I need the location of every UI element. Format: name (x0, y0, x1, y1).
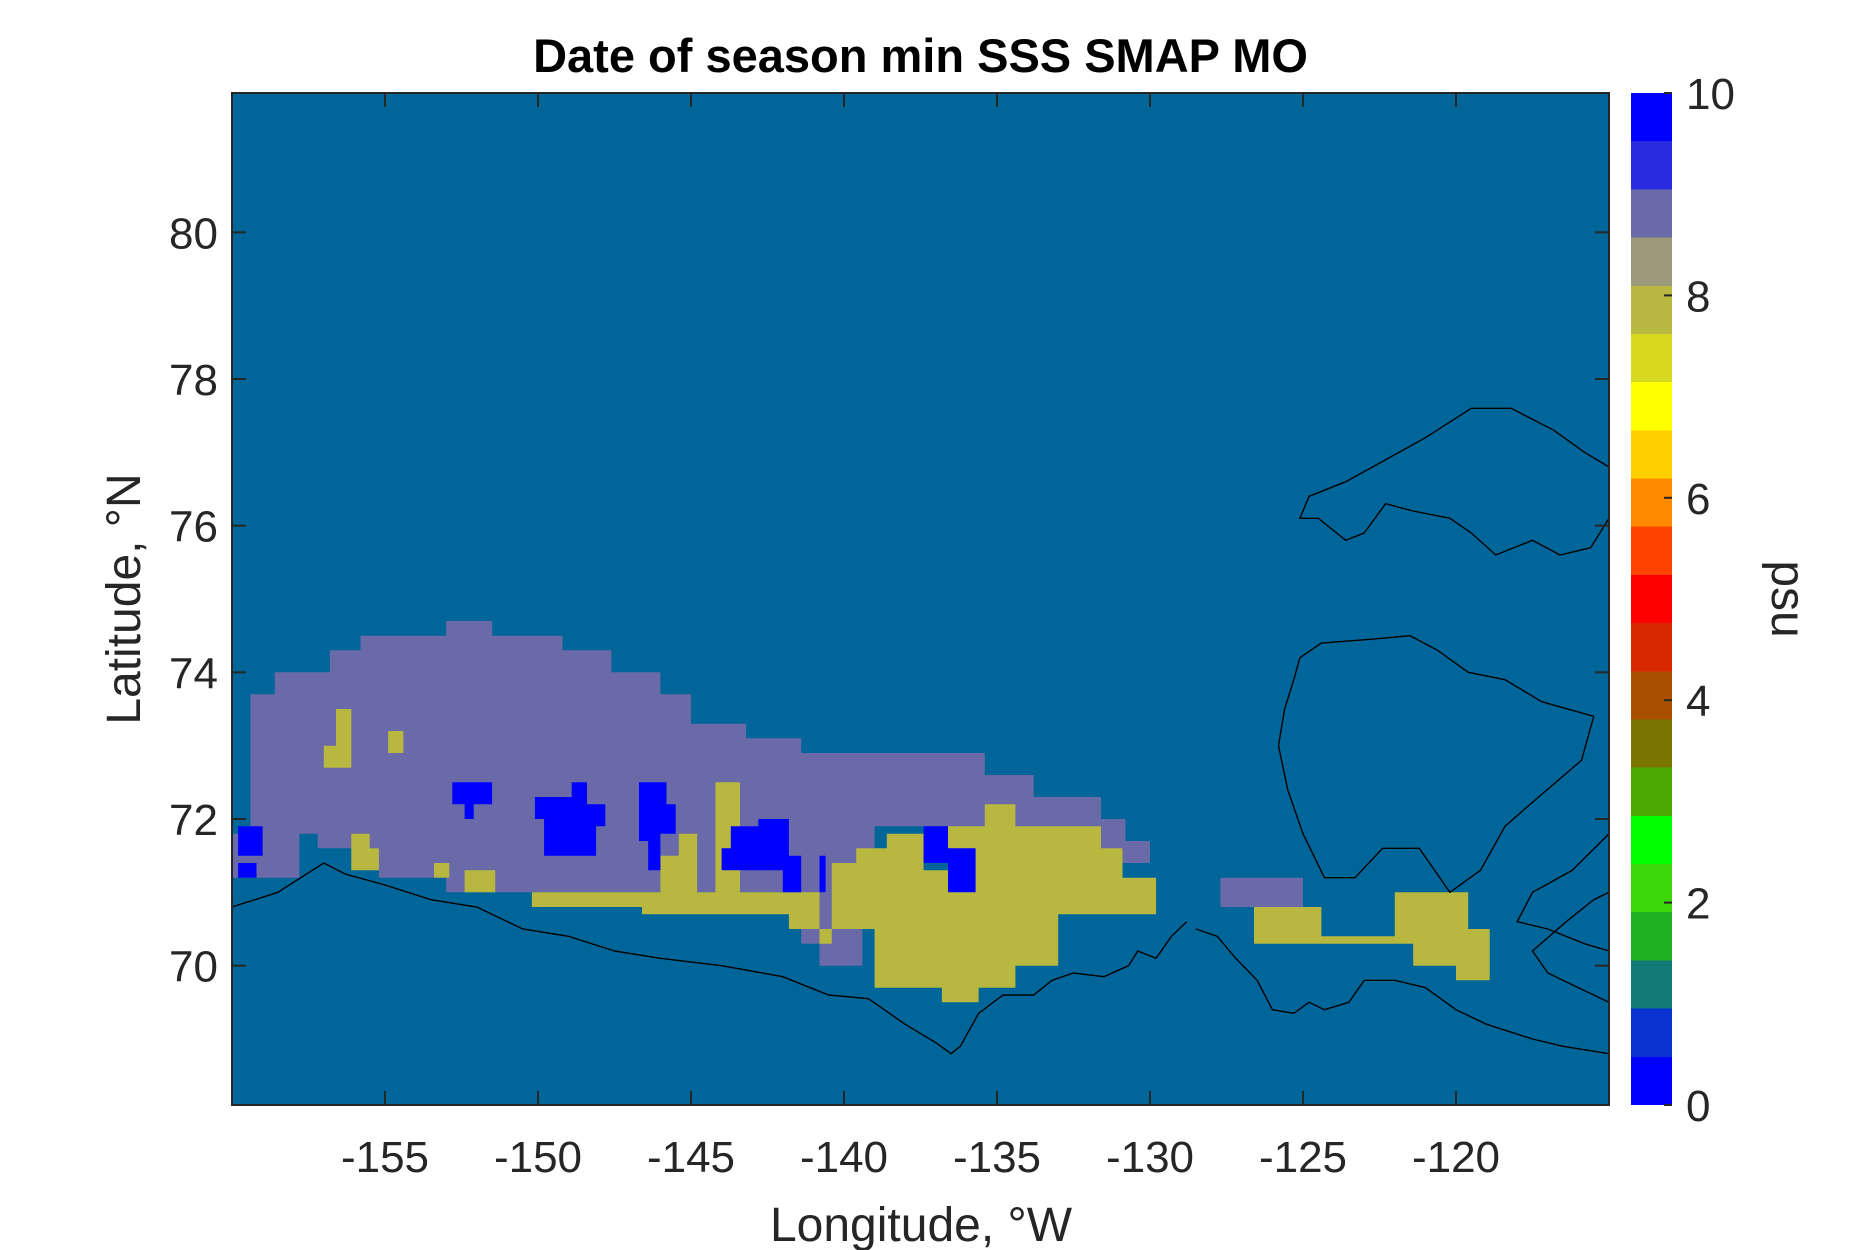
data-region-7 (464, 870, 496, 893)
colorbar-tick-label: 0 (1686, 1082, 1710, 1131)
colorbar-axis: 0 2 4 6 8 10 (1664, 70, 1735, 1131)
coastline-segment-1 (1195, 928, 1609, 1055)
data-region-15 (923, 826, 976, 893)
colorbar-label: psu (1761, 560, 1814, 637)
data-regions (232, 621, 1490, 1003)
data-region-3 (1254, 892, 1490, 981)
data-region-12 (639, 782, 676, 871)
x-tick-label: -130 (1106, 1133, 1194, 1182)
coastline-segment-3 (1298, 407, 1609, 556)
x-axis-label: Longitude, °W (770, 1199, 1073, 1250)
coastline-segment-5 (1531, 891, 1609, 1003)
x-tick-label: -135 (953, 1133, 1041, 1182)
colorbar-tick-label: 4 (1686, 677, 1710, 726)
data-region-13 (721, 819, 802, 893)
coastline-segment-2 (1277, 634, 1595, 894)
data-region-14 (819, 855, 826, 893)
colorbar-tick-label: 8 (1686, 272, 1710, 321)
data-region-8 (434, 863, 450, 878)
coastline-segment-4 (1516, 833, 1609, 952)
y-tick-label: 78 (169, 356, 218, 405)
data-region-2 (531, 782, 1157, 1003)
data-region-1 (1220, 877, 1303, 907)
data-region-0 (232, 621, 1150, 966)
coastline-segment-0 (232, 862, 1188, 1055)
data-region-10 (452, 782, 493, 819)
data-region-11 (534, 782, 606, 856)
chart-title: Date of season min SSS SMAP MO (533, 29, 1308, 82)
y-tick-label: 74 (169, 649, 218, 698)
plot-frame (231, 92, 1610, 1106)
x-tick-label: -125 (1259, 1133, 1347, 1182)
colorbar-tick-label: 2 (1686, 880, 1710, 929)
coastline (232, 407, 1609, 1055)
x-tick-label: -120 (1412, 1133, 1500, 1182)
data-region-5 (388, 731, 404, 753)
colorbar (1631, 93, 1672, 1105)
y-tick-label: 80 (169, 209, 218, 258)
data-region-6 (351, 833, 379, 871)
y-axis-label: Latitude, °N (98, 473, 151, 724)
x-axis: -155 -150 -145 -140 -135 -130 -125 -120 (341, 93, 1500, 1182)
data-region-4 (323, 709, 352, 768)
x-tick-label: -145 (647, 1133, 735, 1182)
y-tick-label: 70 (169, 943, 218, 992)
x-tick-label: -155 (341, 1133, 429, 1182)
y-axis: 70 72 74 76 78 80 (169, 209, 1609, 992)
colorbar-tick-label: 10 (1686, 70, 1735, 119)
y-tick-label: 76 (169, 503, 218, 552)
colorbar-tick-label: 6 (1686, 475, 1710, 524)
y-tick-label: 72 (169, 796, 218, 845)
data-region-9 (232, 826, 263, 878)
x-tick-label: -150 (494, 1133, 582, 1182)
x-tick-label: -140 (800, 1133, 888, 1182)
